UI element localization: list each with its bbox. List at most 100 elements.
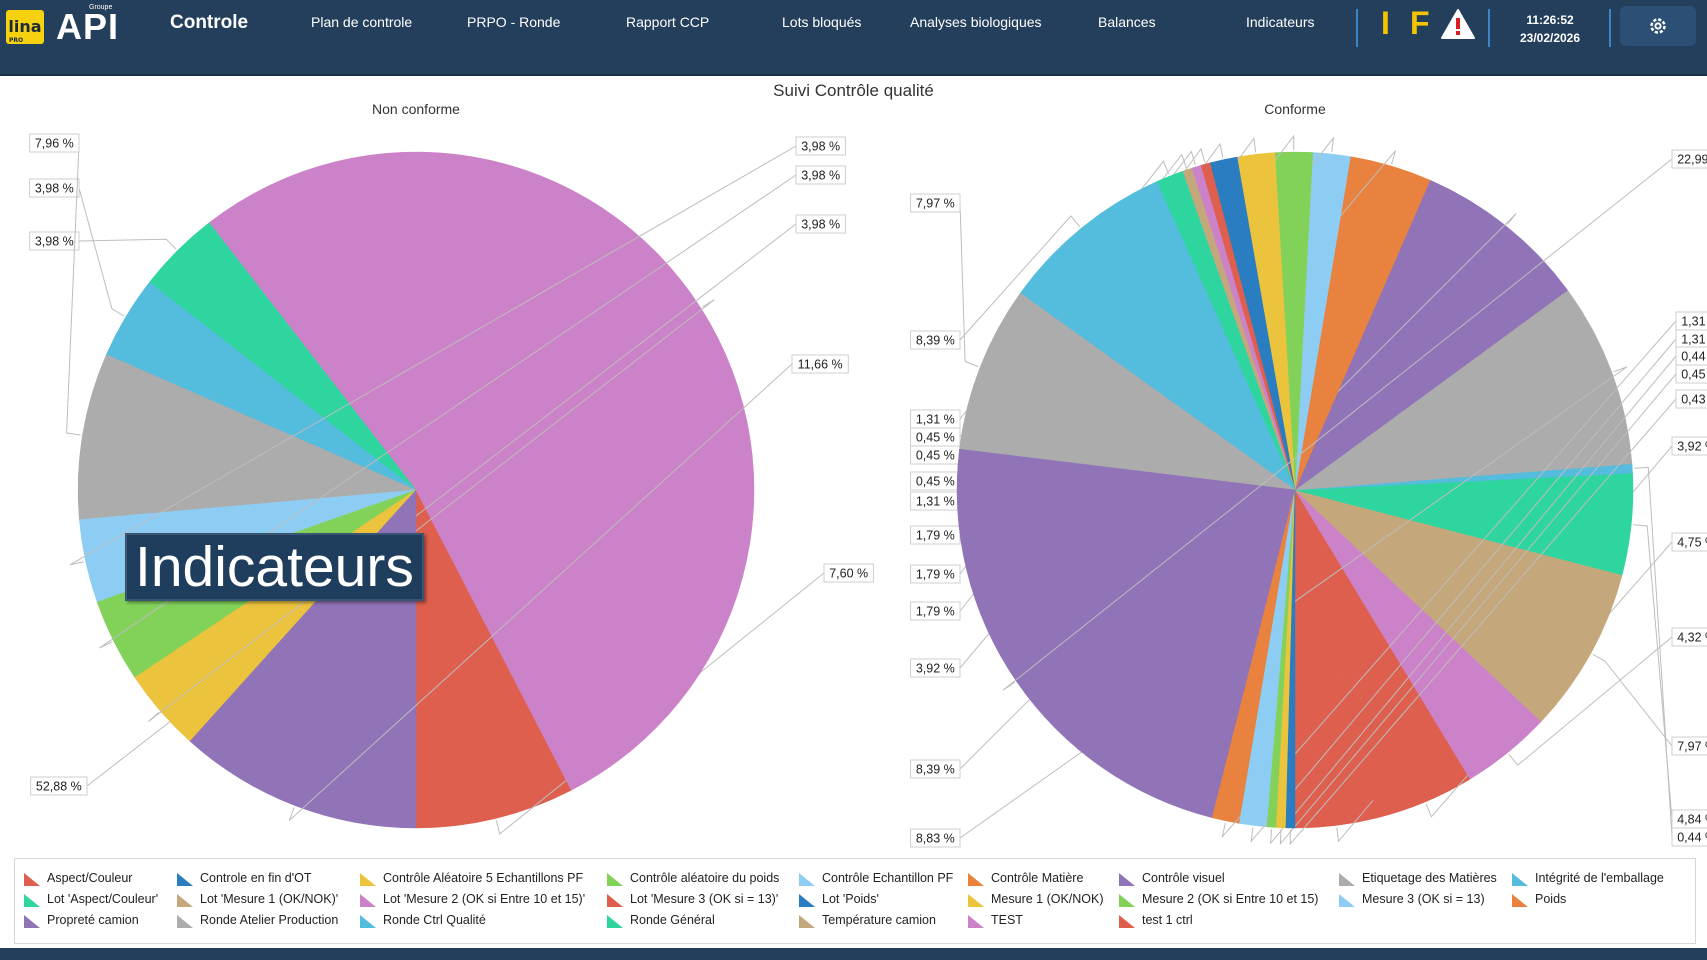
header-divider [1356,9,1358,47]
pie-leader-line [1279,373,1677,846]
legend-swatch [607,873,623,886]
groupe-logo-text: Groupe [89,4,113,11]
settings-button[interactable] [1620,6,1696,46]
legend-label: test 1 ctrl [1142,913,1193,927]
clock-date: 23/02/2026 [1519,31,1581,45]
pie-label-box [910,601,961,621]
pie-slice[interactable] [956,448,1296,819]
nav-balances[interactable]: Balances [1098,14,1156,30]
legend-label: Ronde Atelier Production [200,913,339,927]
top-navigation-bar: lina PRO Groupe API Controle Plan de cont… [0,0,1707,76]
legend-swatch [1119,873,1135,886]
pie-slice[interactable] [1285,489,1296,829]
legend-swatch [1119,915,1135,928]
legend-swatch [799,873,815,886]
pie-label-box [910,409,961,429]
clock: 11:26:52 23/02/2026 [1500,11,1600,47]
legend-label: Température camion [822,913,936,927]
legend-label: Ronde Général [630,913,715,927]
pie-slice[interactable] [1294,489,1623,722]
status-f-indicator[interactable]: F [1410,5,1430,41]
legend-label: Contrôle Matière [991,871,1084,885]
pie-charts: Non conforme 7,60 % 52,88 % 3,98 % 3,98 % 7,9… [29,101,1707,848]
pie-label-box [795,214,846,234]
nav-analyses-biologiques[interactable]: Analyses biologiques [910,14,1042,30]
warning-triangle-icon[interactable] [1440,8,1476,44]
legend-label: Lot 'Aspect/Couleur' [47,892,159,906]
pie-data-label: 0,44 % [1677,831,1707,845]
legend-swatch [177,873,193,886]
pie-label-box [1671,149,1707,169]
legend-label: Lot 'Mesure 3 (OK si = 13)' [630,892,779,906]
legend-swatch [1512,873,1528,886]
nav-prpo-ronde[interactable]: PRPO - Ronde [467,14,561,30]
pie-slice[interactable] [77,354,417,520]
pie-label-box [1671,436,1707,456]
legend-label: Intégrité de l'emballage [1535,871,1664,885]
pie-data-label: 0,44 % [1681,350,1707,364]
clock-time: 11:26:52 [1526,13,1574,27]
pie-chart-title: Conforme [1264,101,1326,117]
nav-plan-de-controle[interactable]: Plan de controle [311,14,413,30]
pie-label-box [910,564,961,584]
pie-slice[interactable] [1294,179,1568,491]
header-divider [1609,9,1611,47]
pie-data-label: 4,32 % [1677,631,1707,645]
pie-label-box [791,354,849,374]
legend-label: Controle en fin d'OT [200,871,312,885]
bottom-bar [0,948,1707,960]
pie-leader-line [147,223,797,722]
pie-data-label: 1,31 % [916,413,955,427]
pie-data-label: 11,66 % [798,358,843,372]
pie-slice[interactable] [959,292,1296,491]
pie-label-box [1671,627,1707,647]
pie-leader-line [1633,524,1673,820]
pie-data-label: 8,83 % [916,832,955,846]
pie-leader-line [66,142,81,436]
pie-label-box [1671,736,1707,756]
pie-chart-title: Non conforme [372,101,460,117]
pie-data-label: 7,97 % [916,197,955,211]
pie-data-label: 3,92 % [1677,440,1707,454]
pie-slice[interactable] [208,151,755,791]
pie-label-box [29,178,80,198]
pie-label-box [1675,389,1707,409]
pie-data-label: 7,60 % [829,567,868,581]
nav-lots-bloques[interactable]: Lots bloqués [782,14,862,30]
pie-leader-line [69,145,797,566]
pie-slice[interactable] [415,489,572,829]
pie-chart: Non conforme 7,60 % 52,88 % 3,98 % 3,98 % 7,9… [29,101,874,835]
pie-data-label: 3,92 % [916,662,955,676]
legend-swatch [1512,894,1528,907]
nav-indicateurs[interactable]: Indicateurs [1246,14,1315,30]
legend-swatch [24,894,40,907]
legend-swatch [360,915,376,928]
gear-icon [1650,18,1666,34]
chart-legend: Aspect/Couleur Controle en fin d'OT Contrô… [14,858,1696,944]
pie-leader-line [1508,636,1673,766]
legend-swatch [360,873,376,886]
api-logo: API [56,6,120,47]
legend-swatch [360,894,376,907]
legend-swatch [1339,873,1355,886]
pie-leader-line [1221,320,1677,839]
pie-data-label: 0,45 % [916,449,955,463]
pie-label-box [823,563,874,583]
pie-data-label: 3,98 % [35,182,74,196]
pie-data-label: 8,39 % [916,763,955,777]
pie-leader-line [959,202,979,368]
header-divider [1488,9,1490,47]
pie-leader-line [1270,355,1677,845]
legend-label: Lot 'Mesure 2 (OK si Entre 10 et 15)' [383,892,586,906]
legend-swatch [799,915,815,928]
pie-slice[interactable] [1019,181,1296,491]
pie-data-label: 0,45 % [1681,368,1707,382]
legend-label: Contrôle visuel [1142,871,1225,885]
nav-rapport-ccp[interactable]: Rapport CCP [626,14,710,30]
legend-label: Mesure 2 (OK si Entre 10 et 15) [1142,892,1319,906]
pie-data-label: 8,39 % [916,334,955,348]
legend-label: Contrôle aléatoire du poids [630,871,780,885]
pie-leader-line [99,174,797,649]
status-i-indicator[interactable]: I [1381,5,1390,41]
pie-label-box [795,165,846,185]
